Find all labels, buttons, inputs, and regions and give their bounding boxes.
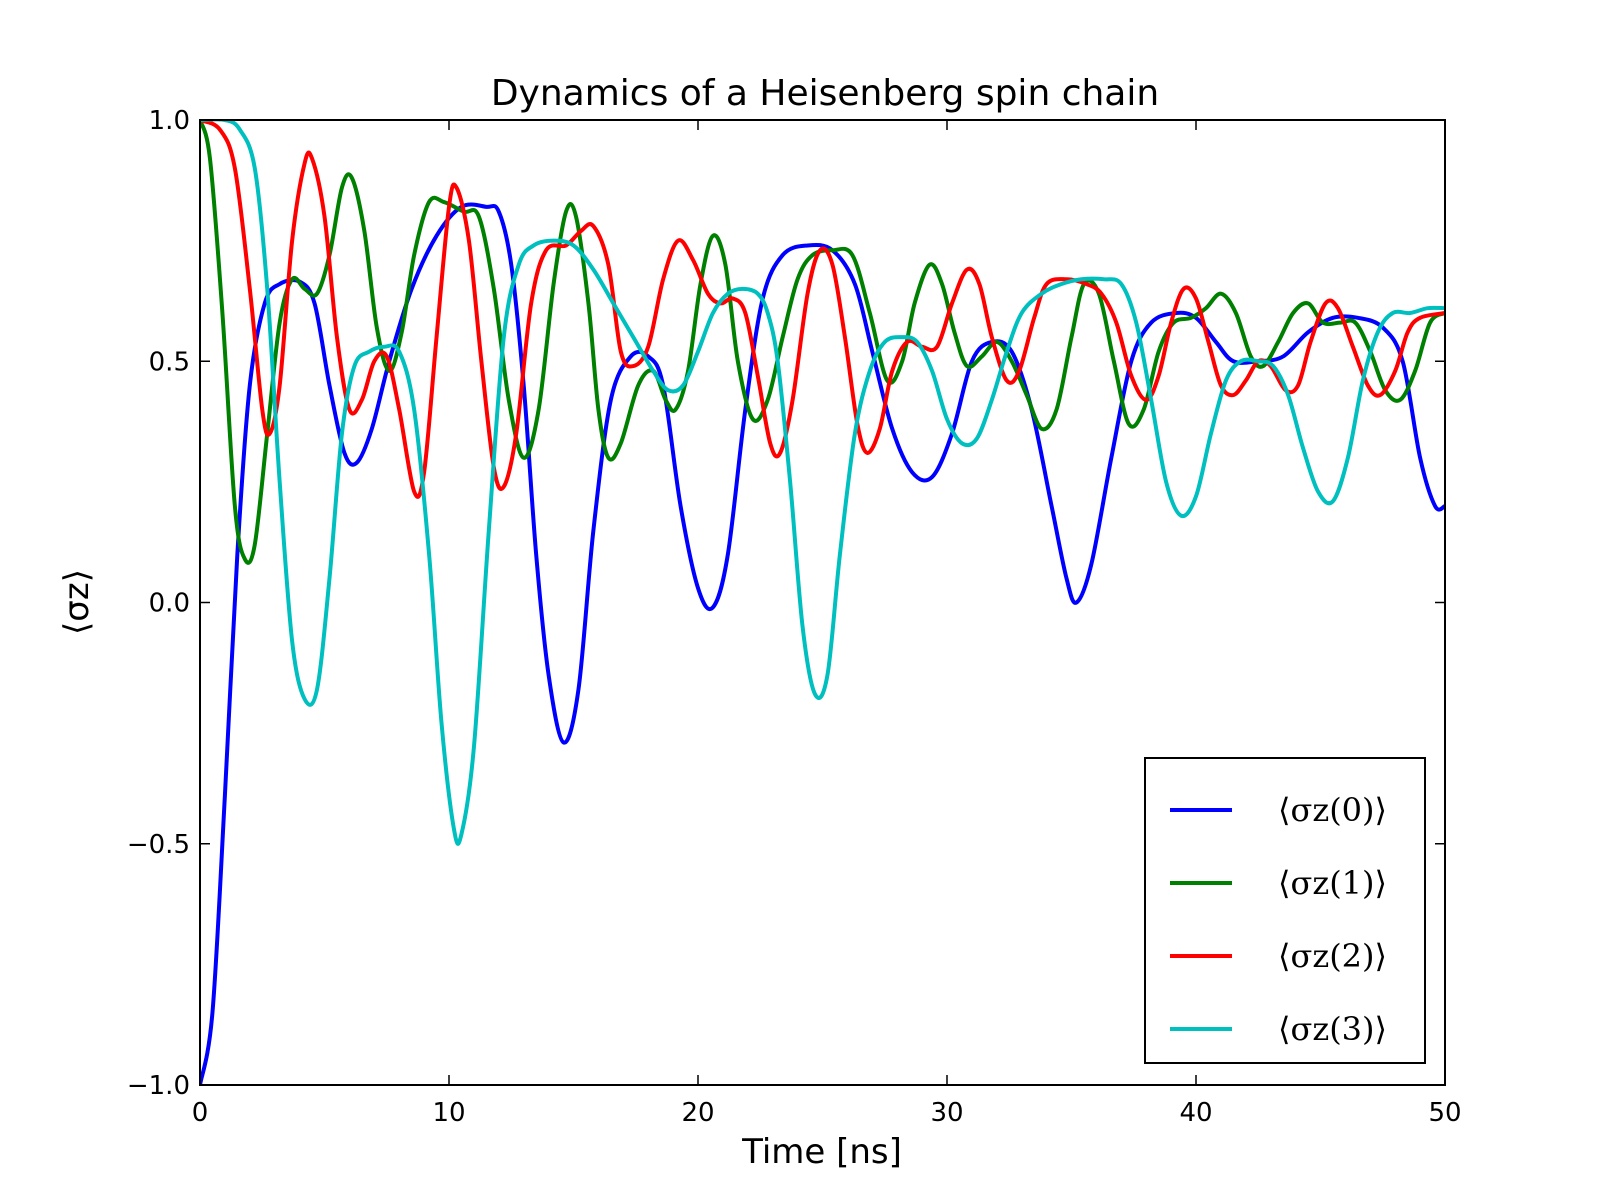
chart-title: Dynamics of a Heisenberg spin chain bbox=[491, 73, 1159, 114]
series-line-0 bbox=[200, 202, 1445, 1085]
legend-label-0: ⟨σz(0)⟩ bbox=[1278, 791, 1387, 829]
x-tick-label: 20 bbox=[681, 1098, 714, 1128]
legend-items: ⟨σz(0)⟩ ⟨σz(1)⟩ ⟨σz(2)⟩ ⟨σz(3)⟩ bbox=[1170, 791, 1387, 1048]
series-line-1 bbox=[200, 120, 1445, 565]
x-tick-label: 10 bbox=[432, 1098, 465, 1128]
legend-label-1: ⟨σz(1)⟩ bbox=[1278, 864, 1387, 902]
legend: ⟨σz(0)⟩ ⟨σz(1)⟩ ⟨σz(2)⟩ ⟨σz(3)⟩ bbox=[1144, 757, 1426, 1064]
x-tick-label: 0 bbox=[192, 1098, 209, 1128]
y-tick-label: 1.0 bbox=[149, 106, 190, 136]
x-tick-label: 30 bbox=[930, 1098, 963, 1128]
plot-frame bbox=[199, 119, 1446, 1086]
x-tick-label: 40 bbox=[1179, 1098, 1212, 1128]
ticks-layer: 0 10 20 30 40 50 −1.0 −0.5 0.0 0.5 1.0 bbox=[127, 106, 1462, 1128]
y-tick-label: 0.0 bbox=[149, 589, 190, 619]
y-tick-label: 0.5 bbox=[149, 347, 190, 377]
x-axis-label: Time [ns] bbox=[741, 1132, 902, 1172]
y-tick-label: −0.5 bbox=[127, 830, 190, 860]
series-line-3 bbox=[200, 120, 1445, 846]
x-tick-label: 50 bbox=[1428, 1098, 1461, 1128]
series-layer bbox=[200, 120, 1445, 1085]
legend-label-2: ⟨σz(2)⟩ bbox=[1278, 937, 1387, 975]
y-tick-label: −1.0 bbox=[127, 1071, 190, 1101]
legend-label-3: ⟨σz(3)⟩ bbox=[1278, 1010, 1387, 1048]
series-line-2 bbox=[200, 120, 1445, 499]
y-axis-label: ⟨σz⟩ bbox=[57, 569, 97, 635]
